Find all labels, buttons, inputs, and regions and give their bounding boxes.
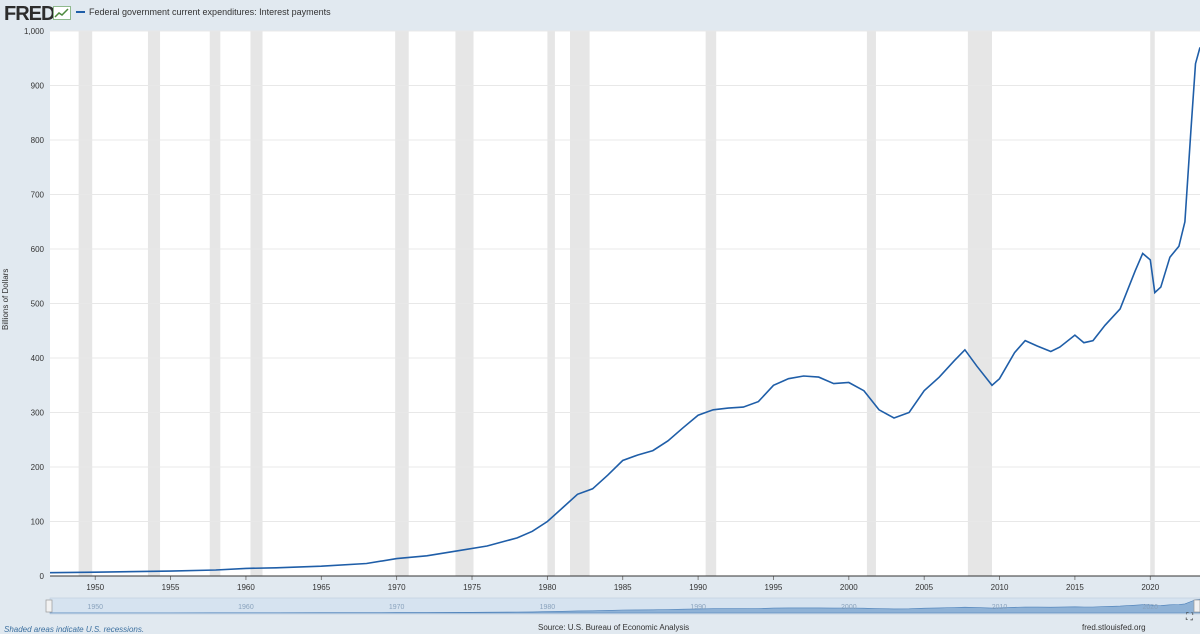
navigator-series-area — [49, 599, 1200, 614]
y-tick-label: 500 — [31, 300, 45, 309]
navigator-tick-label: 2010 — [992, 604, 1008, 611]
y-tick-label: 700 — [31, 191, 45, 200]
y-tick-label: 100 — [31, 518, 45, 527]
navigator-tick-label: 1970 — [389, 604, 405, 611]
navigator[interactable]: 1950 1960 1970 1980 1990 2000 2010 2020 — [45, 597, 1200, 615]
y-tick-label: 0 — [40, 572, 45, 581]
y-tick-label: 600 — [31, 245, 45, 254]
chart-header: FRED Federal government current expendit… — [0, 0, 1200, 30]
source-label: Source: U.S. Bureau of Economic Analysis — [538, 623, 690, 632]
expand-icon[interactable]: ⛶ — [1186, 612, 1193, 623]
navigator-ticks: 1950 1960 1970 1980 1990 2000 2010 2020 — [87, 604, 1158, 611]
x-tick-label: 2010 — [991, 583, 1009, 592]
x-tick-label: 1970 — [388, 583, 406, 592]
x-tick-label: 1995 — [765, 583, 783, 592]
y-axis-ticks: 0 100 200 300 400 500 600 700 800 900 1,000 — [24, 27, 45, 581]
chart-line-icon — [53, 6, 71, 20]
navigator-tick-label: 2020 — [1142, 604, 1158, 611]
x-axis-ticks: 1950 1955 1960 1965 1970 1975 1980 1985 1990 1995… — [86, 576, 1160, 592]
legend: Federal government current expenditures:… — [76, 7, 331, 17]
x-tick-label: 1965 — [312, 583, 330, 592]
navigator-handle-right[interactable] — [1193, 599, 1200, 613]
recession-note: Shaded areas indicate U.S. recessions. — [4, 625, 145, 634]
navigator-tick-label: 1980 — [540, 604, 556, 611]
navigator-handle-left[interactable] — [45, 599, 53, 613]
legend-label: Federal government current expenditures:… — [89, 7, 331, 17]
y-tick-label: 900 — [31, 82, 45, 91]
y-tick-label: 200 — [31, 463, 45, 472]
fred-logo[interactable]: FRED — [4, 3, 55, 25]
y-tick-label: 300 — [31, 409, 45, 418]
x-tick-label: 2020 — [1141, 583, 1159, 592]
legend-swatch — [76, 11, 85, 13]
x-tick-label: 2000 — [840, 583, 858, 592]
site-link[interactable]: fred.stlouisfed.org — [1082, 623, 1146, 632]
navigator-tick-label: 1950 — [87, 604, 103, 611]
y-tick-label: 400 — [31, 354, 45, 363]
x-tick-label: 1960 — [237, 583, 255, 592]
navigator-tick-label: 1960 — [238, 604, 254, 611]
x-tick-label: 1985 — [614, 583, 632, 592]
y-tick-label: 1,000 — [24, 27, 45, 36]
x-tick-label: 1955 — [162, 583, 180, 592]
gridlines — [50, 30, 1200, 522]
x-tick-label: 1990 — [689, 583, 707, 592]
navigator-tick-label: 1990 — [690, 604, 706, 611]
x-tick-label: 2005 — [915, 583, 933, 592]
navigator-tick-label: 2000 — [841, 604, 857, 611]
x-tick-label: 2015 — [1066, 583, 1084, 592]
x-tick-label: 1975 — [463, 583, 481, 592]
x-tick-label: 1980 — [538, 583, 556, 592]
y-tick-label: 800 — [31, 136, 45, 145]
series-line — [49, 47, 1200, 574]
x-tick-label: 1950 — [86, 583, 104, 592]
